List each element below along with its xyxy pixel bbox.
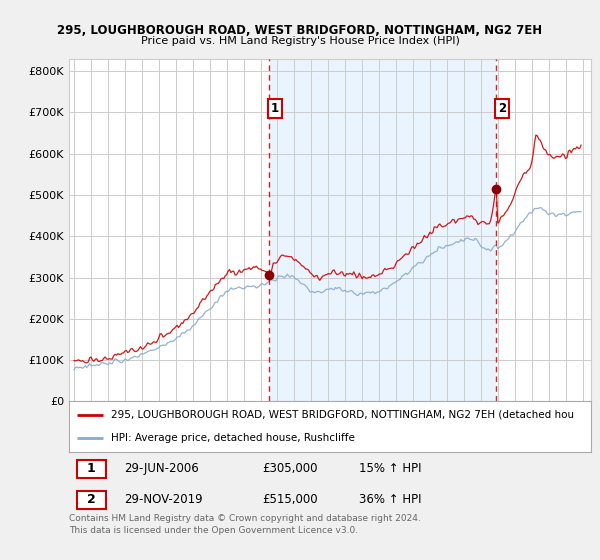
Text: 15% ↑ HPI: 15% ↑ HPI: [359, 463, 421, 475]
Text: 1: 1: [87, 463, 95, 475]
Text: £515,000: £515,000: [262, 493, 318, 506]
Text: Contains HM Land Registry data © Crown copyright and database right 2024.
This d: Contains HM Land Registry data © Crown c…: [69, 514, 421, 535]
Text: HPI: Average price, detached house, Rushcliffe: HPI: Average price, detached house, Rush…: [111, 433, 355, 443]
Bar: [269, 59, 496, 402]
Text: 2: 2: [498, 102, 506, 115]
Text: Price paid vs. HM Land Registry's House Price Index (HPI): Price paid vs. HM Land Registry's House …: [140, 36, 460, 46]
FancyBboxPatch shape: [77, 460, 106, 478]
Text: 29-NOV-2019: 29-NOV-2019: [124, 493, 202, 506]
Text: 36% ↑ HPI: 36% ↑ HPI: [359, 493, 421, 506]
Text: 295, LOUGHBOROUGH ROAD, WEST BRIDGFORD, NOTTINGHAM, NG2 7EH: 295, LOUGHBOROUGH ROAD, WEST BRIDGFORD, …: [58, 24, 542, 36]
Text: 2: 2: [87, 493, 95, 506]
FancyBboxPatch shape: [77, 491, 106, 509]
Text: 295, LOUGHBOROUGH ROAD, WEST BRIDGFORD, NOTTINGHAM, NG2 7EH (detached hou: 295, LOUGHBOROUGH ROAD, WEST BRIDGFORD, …: [111, 410, 574, 420]
Text: 1: 1: [271, 102, 279, 115]
Text: 29-JUN-2006: 29-JUN-2006: [124, 463, 199, 475]
Text: £305,000: £305,000: [262, 463, 317, 475]
